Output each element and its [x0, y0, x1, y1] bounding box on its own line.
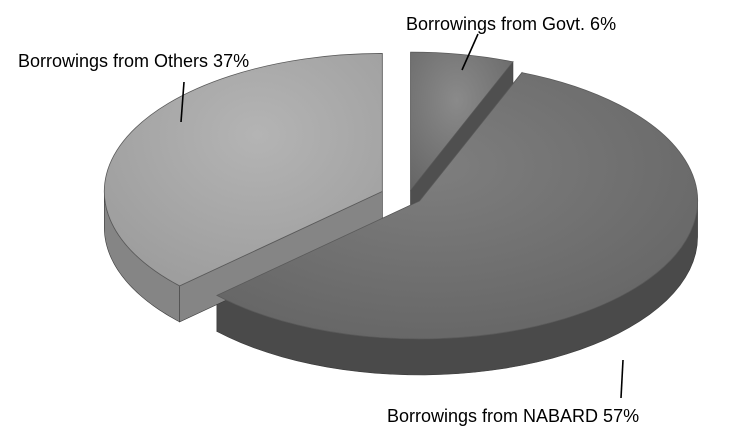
slice-label-govt: Borrowings from Govt. 6%: [406, 14, 616, 34]
pie-slice-govt: [410, 51, 514, 192]
leader-line-nabard: [620, 359, 624, 399]
leader-line-govt: [461, 33, 479, 71]
slice-label-others: Borrowings from Others 37%: [18, 51, 249, 71]
slice-labels: Borrowings from Govt. 6% Borrowings from …: [18, 14, 639, 426]
leader-line-others: [180, 81, 185, 123]
slice-label-nabard: Borrowings from NABARD 57%: [387, 406, 639, 426]
pie-slice-others: [103, 53, 383, 287]
leader-lines: [180, 33, 624, 399]
pie-slice-nabard: [216, 72, 698, 340]
pie-slice-tops: [103, 51, 698, 340]
